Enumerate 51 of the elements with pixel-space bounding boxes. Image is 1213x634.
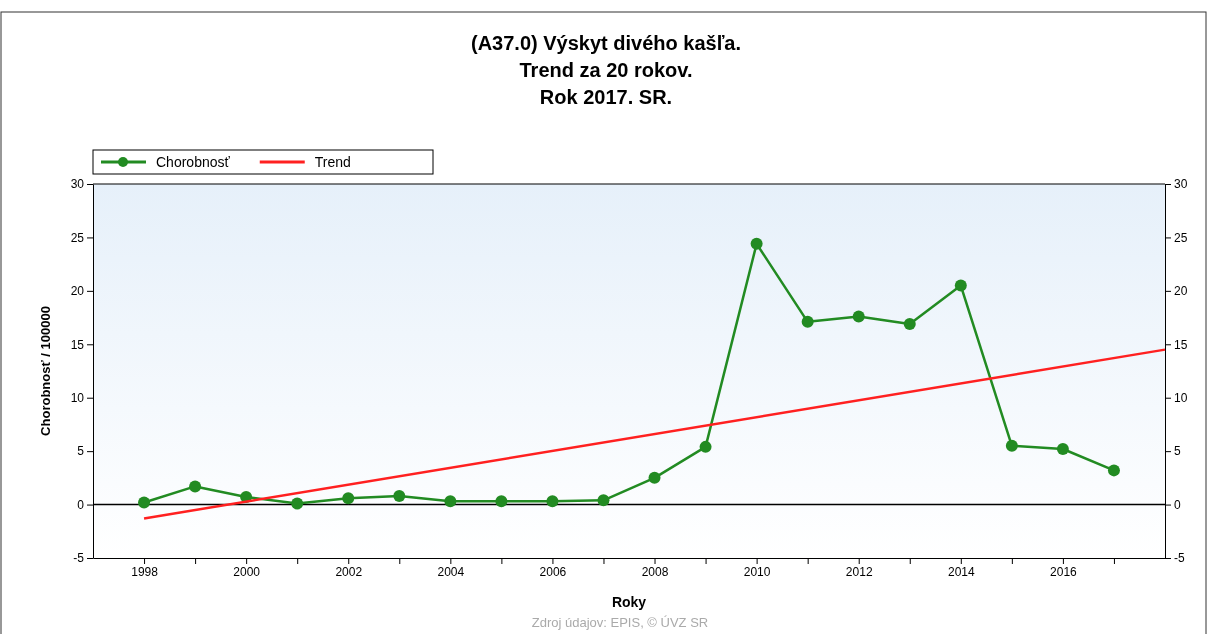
y-tick-label: 15 [70,337,85,352]
x-tick-label: 2008 [641,564,669,579]
point [597,494,610,507]
y2-tick-label: 10 [1174,391,1188,406]
point [801,315,814,328]
y-axis-title: Chorobnosť / 100000 [38,306,53,436]
point [393,490,406,503]
y2-tick-label: -5 [1174,551,1185,566]
y-tick-label: 0 [77,497,85,512]
x-tick-label: 2000 [233,564,261,579]
point [1056,443,1069,456]
point [648,471,661,484]
y-tick-label: -5 [73,551,85,566]
chart-title: (A37.0) Výskyt divého kašľa. Trend za 20 rokov. Rok 2017. SR. [470,32,742,108]
point [699,440,712,453]
point [1107,464,1120,477]
text: Zdroj údajov: EPIS, © ÚVZ SR [531,615,709,630]
x-tick-label: 2002 [335,564,363,579]
legend-label: Chorobnosť [156,154,231,170]
point [189,480,202,493]
y2-tick-label: 0 [1174,497,1181,512]
x-tick-label: 2016 [1050,564,1078,579]
x-tick-label: 2004 [437,564,465,579]
y-tick-label: 20 [70,284,85,299]
point [342,492,355,505]
y2-tick-label: 15 [1174,337,1188,352]
y2-tick-label: 25 [1174,230,1188,245]
point [903,317,916,330]
point [954,279,967,292]
y-tick-label: 30 [70,177,85,192]
point [444,495,457,508]
point [291,497,304,510]
y2-tick-label: 5 [1174,444,1181,459]
point [546,495,559,508]
x-tick-label: 2006 [539,564,567,579]
x-tick-label: 2014 [947,564,975,579]
y2-tick-label: 20 [1174,284,1188,299]
point [1005,439,1018,452]
y-tick-label: 25 [70,230,85,245]
point [495,495,508,508]
legend-label: Trend [314,154,351,170]
point [852,310,865,323]
x-tick-label: 2012 [845,564,873,579]
x-tick-label: 1998 [131,564,159,579]
point [138,496,151,509]
point [750,237,763,250]
y-tick-label: 5 [77,444,85,459]
y2-tick-label: 30 [1174,177,1188,192]
x-tick-label: 2010 [743,564,771,579]
x-axis-title: Roky [611,594,647,610]
y-tick-label: 10 [70,391,85,406]
